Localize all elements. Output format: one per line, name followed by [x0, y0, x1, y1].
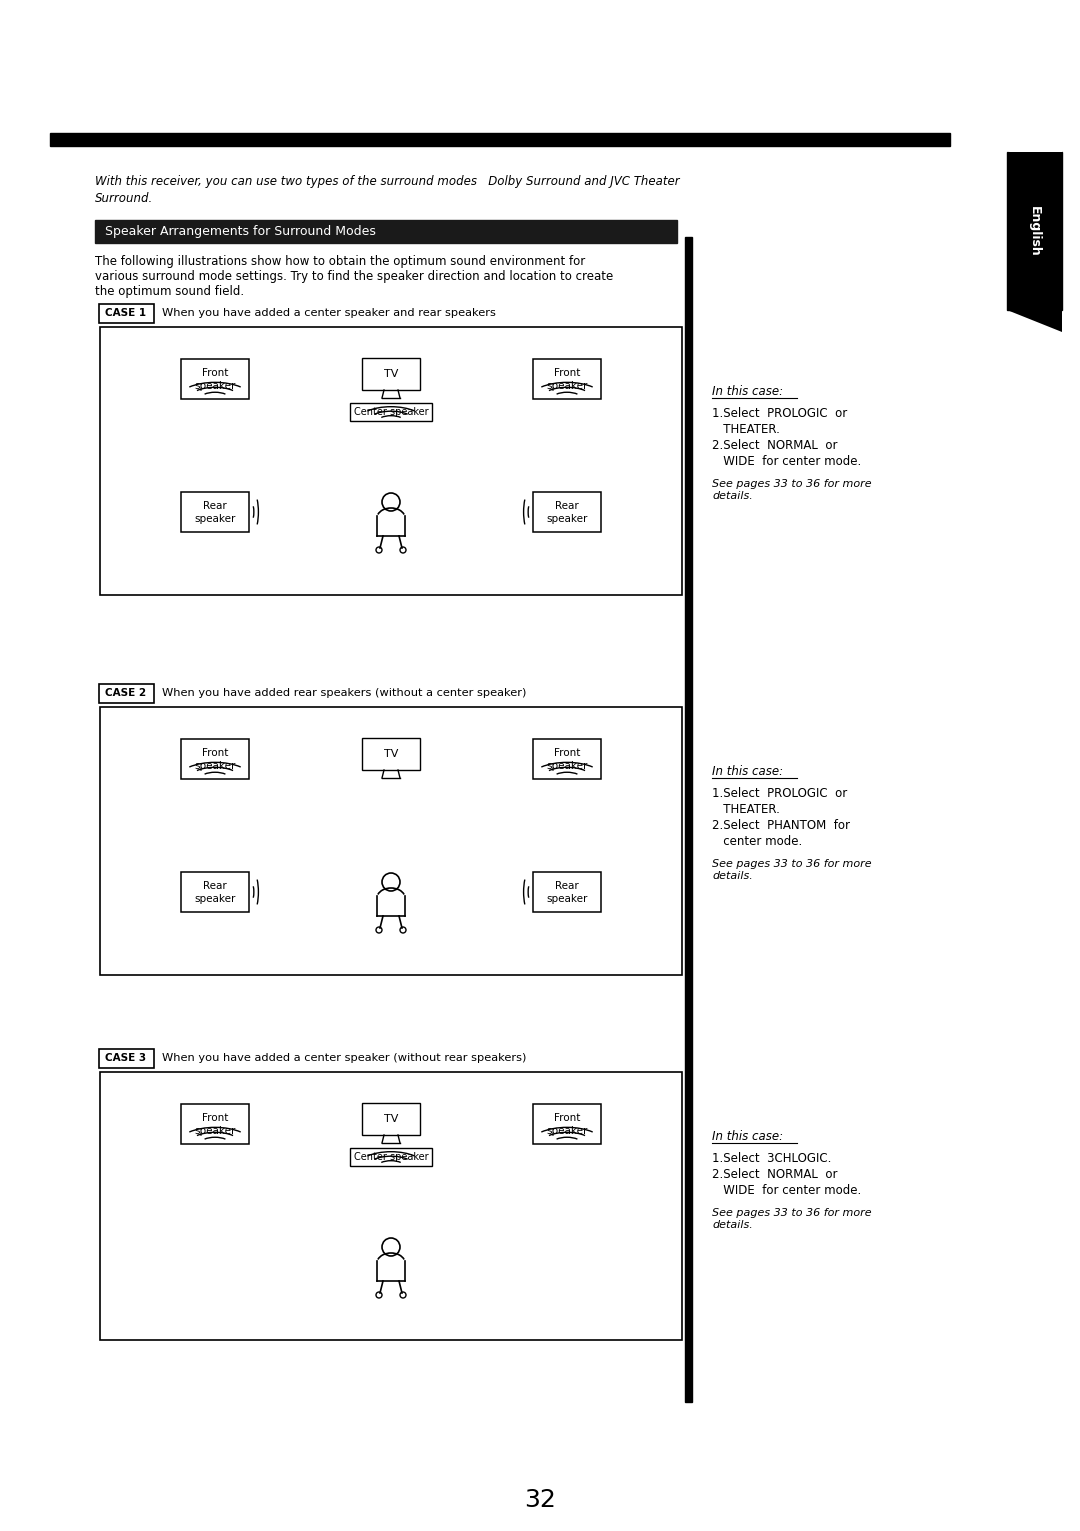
FancyBboxPatch shape [534, 873, 600, 912]
Text: When you have added a center speaker and rear speakers: When you have added a center speaker and… [162, 308, 496, 318]
Text: See pages 33 to 36 for more
details.: See pages 33 to 36 for more details. [712, 479, 872, 501]
Text: Front: Front [202, 1113, 228, 1124]
FancyBboxPatch shape [350, 1148, 432, 1167]
Bar [1007, 152, 1062, 309]
Text: Front: Front [554, 367, 580, 378]
FancyBboxPatch shape [362, 358, 420, 390]
Bar [95, 220, 677, 243]
FancyBboxPatch shape [98, 683, 153, 703]
Text: speaker: speaker [546, 381, 588, 390]
Text: the optimum sound field.: the optimum sound field. [95, 285, 244, 299]
Bar [50, 133, 950, 145]
FancyBboxPatch shape [534, 739, 600, 779]
Text: speaker: speaker [194, 1125, 235, 1136]
FancyBboxPatch shape [100, 707, 681, 975]
Text: THEATER.: THEATER. [712, 802, 780, 816]
Text: speaker: speaker [546, 514, 588, 524]
Text: speaker: speaker [546, 894, 588, 903]
Text: various surround mode settings. Try to find the speaker direction and location t: various surround mode settings. Try to f… [95, 269, 613, 283]
Text: In this case:: In this case: [712, 1130, 783, 1144]
Text: speaker: speaker [546, 1125, 588, 1136]
Text: speaker: speaker [194, 894, 235, 903]
Text: 1.Select  PROLOGIC  or: 1.Select PROLOGIC or [712, 407, 847, 419]
Text: Rear: Rear [555, 501, 579, 511]
FancyBboxPatch shape [362, 1102, 420, 1134]
Text: Center speaker: Center speaker [353, 1151, 429, 1162]
FancyBboxPatch shape [98, 303, 153, 323]
Text: TV: TV [383, 1115, 399, 1124]
FancyBboxPatch shape [181, 739, 249, 779]
FancyBboxPatch shape [534, 358, 600, 400]
Text: With this receiver, you can use two types of the surround modes   Dolby Surround: With this receiver, you can use two type… [95, 175, 679, 188]
Text: Front: Front [554, 1113, 580, 1124]
Bar [685, 237, 692, 1402]
Text: Front: Front [202, 749, 228, 758]
Text: 32: 32 [524, 1488, 556, 1513]
Text: In this case:: In this case: [712, 384, 783, 398]
Text: 1.Select  PROLOGIC  or: 1.Select PROLOGIC or [712, 787, 847, 801]
FancyBboxPatch shape [181, 873, 249, 912]
Text: speaker: speaker [194, 761, 235, 772]
Polygon shape [1007, 309, 1062, 332]
FancyBboxPatch shape [181, 1104, 249, 1144]
Text: 2.Select  NORMAL  or: 2.Select NORMAL or [712, 439, 837, 452]
FancyBboxPatch shape [350, 403, 432, 421]
FancyBboxPatch shape [98, 1049, 153, 1067]
FancyBboxPatch shape [534, 491, 600, 531]
Text: speaker: speaker [546, 761, 588, 772]
Text: Front: Front [554, 749, 580, 758]
FancyBboxPatch shape [100, 328, 681, 596]
Text: WIDE  for center mode.: WIDE for center mode. [712, 455, 861, 468]
Text: English: English [1028, 205, 1041, 256]
Text: 1.Select  3CHLOGIC.: 1.Select 3CHLOGIC. [712, 1151, 832, 1165]
Text: In this case:: In this case: [712, 766, 783, 778]
Text: Speaker Arrangements for Surround Modes: Speaker Arrangements for Surround Modes [105, 225, 376, 237]
Text: When you have added a center speaker (without rear speakers): When you have added a center speaker (wi… [162, 1053, 526, 1063]
Text: Rear: Rear [203, 501, 227, 511]
FancyBboxPatch shape [181, 358, 249, 400]
Text: 2.Select  PHANTOM  for: 2.Select PHANTOM for [712, 819, 850, 831]
Text: speaker: speaker [194, 514, 235, 524]
Text: CASE 3: CASE 3 [106, 1053, 147, 1063]
Text: Surround.: Surround. [95, 191, 153, 205]
FancyBboxPatch shape [534, 1104, 600, 1144]
Text: See pages 33 to 36 for more
details.: See pages 33 to 36 for more details. [712, 1208, 872, 1229]
Text: 2.Select  NORMAL  or: 2.Select NORMAL or [712, 1168, 837, 1180]
Text: CASE 1: CASE 1 [106, 308, 147, 318]
FancyBboxPatch shape [362, 738, 420, 770]
FancyBboxPatch shape [181, 491, 249, 531]
Text: When you have added rear speakers (without a center speaker): When you have added rear speakers (witho… [162, 687, 526, 698]
Text: WIDE  for center mode.: WIDE for center mode. [712, 1183, 861, 1197]
Text: TV: TV [383, 749, 399, 759]
Text: speaker: speaker [194, 381, 235, 390]
Text: center mode.: center mode. [712, 834, 802, 848]
Text: Rear: Rear [555, 880, 579, 891]
Text: TV: TV [383, 369, 399, 380]
Text: See pages 33 to 36 for more
details.: See pages 33 to 36 for more details. [712, 859, 872, 880]
Text: CASE 2: CASE 2 [106, 687, 147, 698]
Text: THEATER.: THEATER. [712, 423, 780, 436]
Polygon shape [1007, 135, 1062, 152]
Text: The following illustrations show how to obtain the optimum sound environment for: The following illustrations show how to … [95, 256, 585, 268]
Text: Front: Front [202, 367, 228, 378]
Text: Rear: Rear [203, 880, 227, 891]
Text: Center speaker: Center speaker [353, 407, 429, 416]
FancyBboxPatch shape [100, 1072, 681, 1340]
